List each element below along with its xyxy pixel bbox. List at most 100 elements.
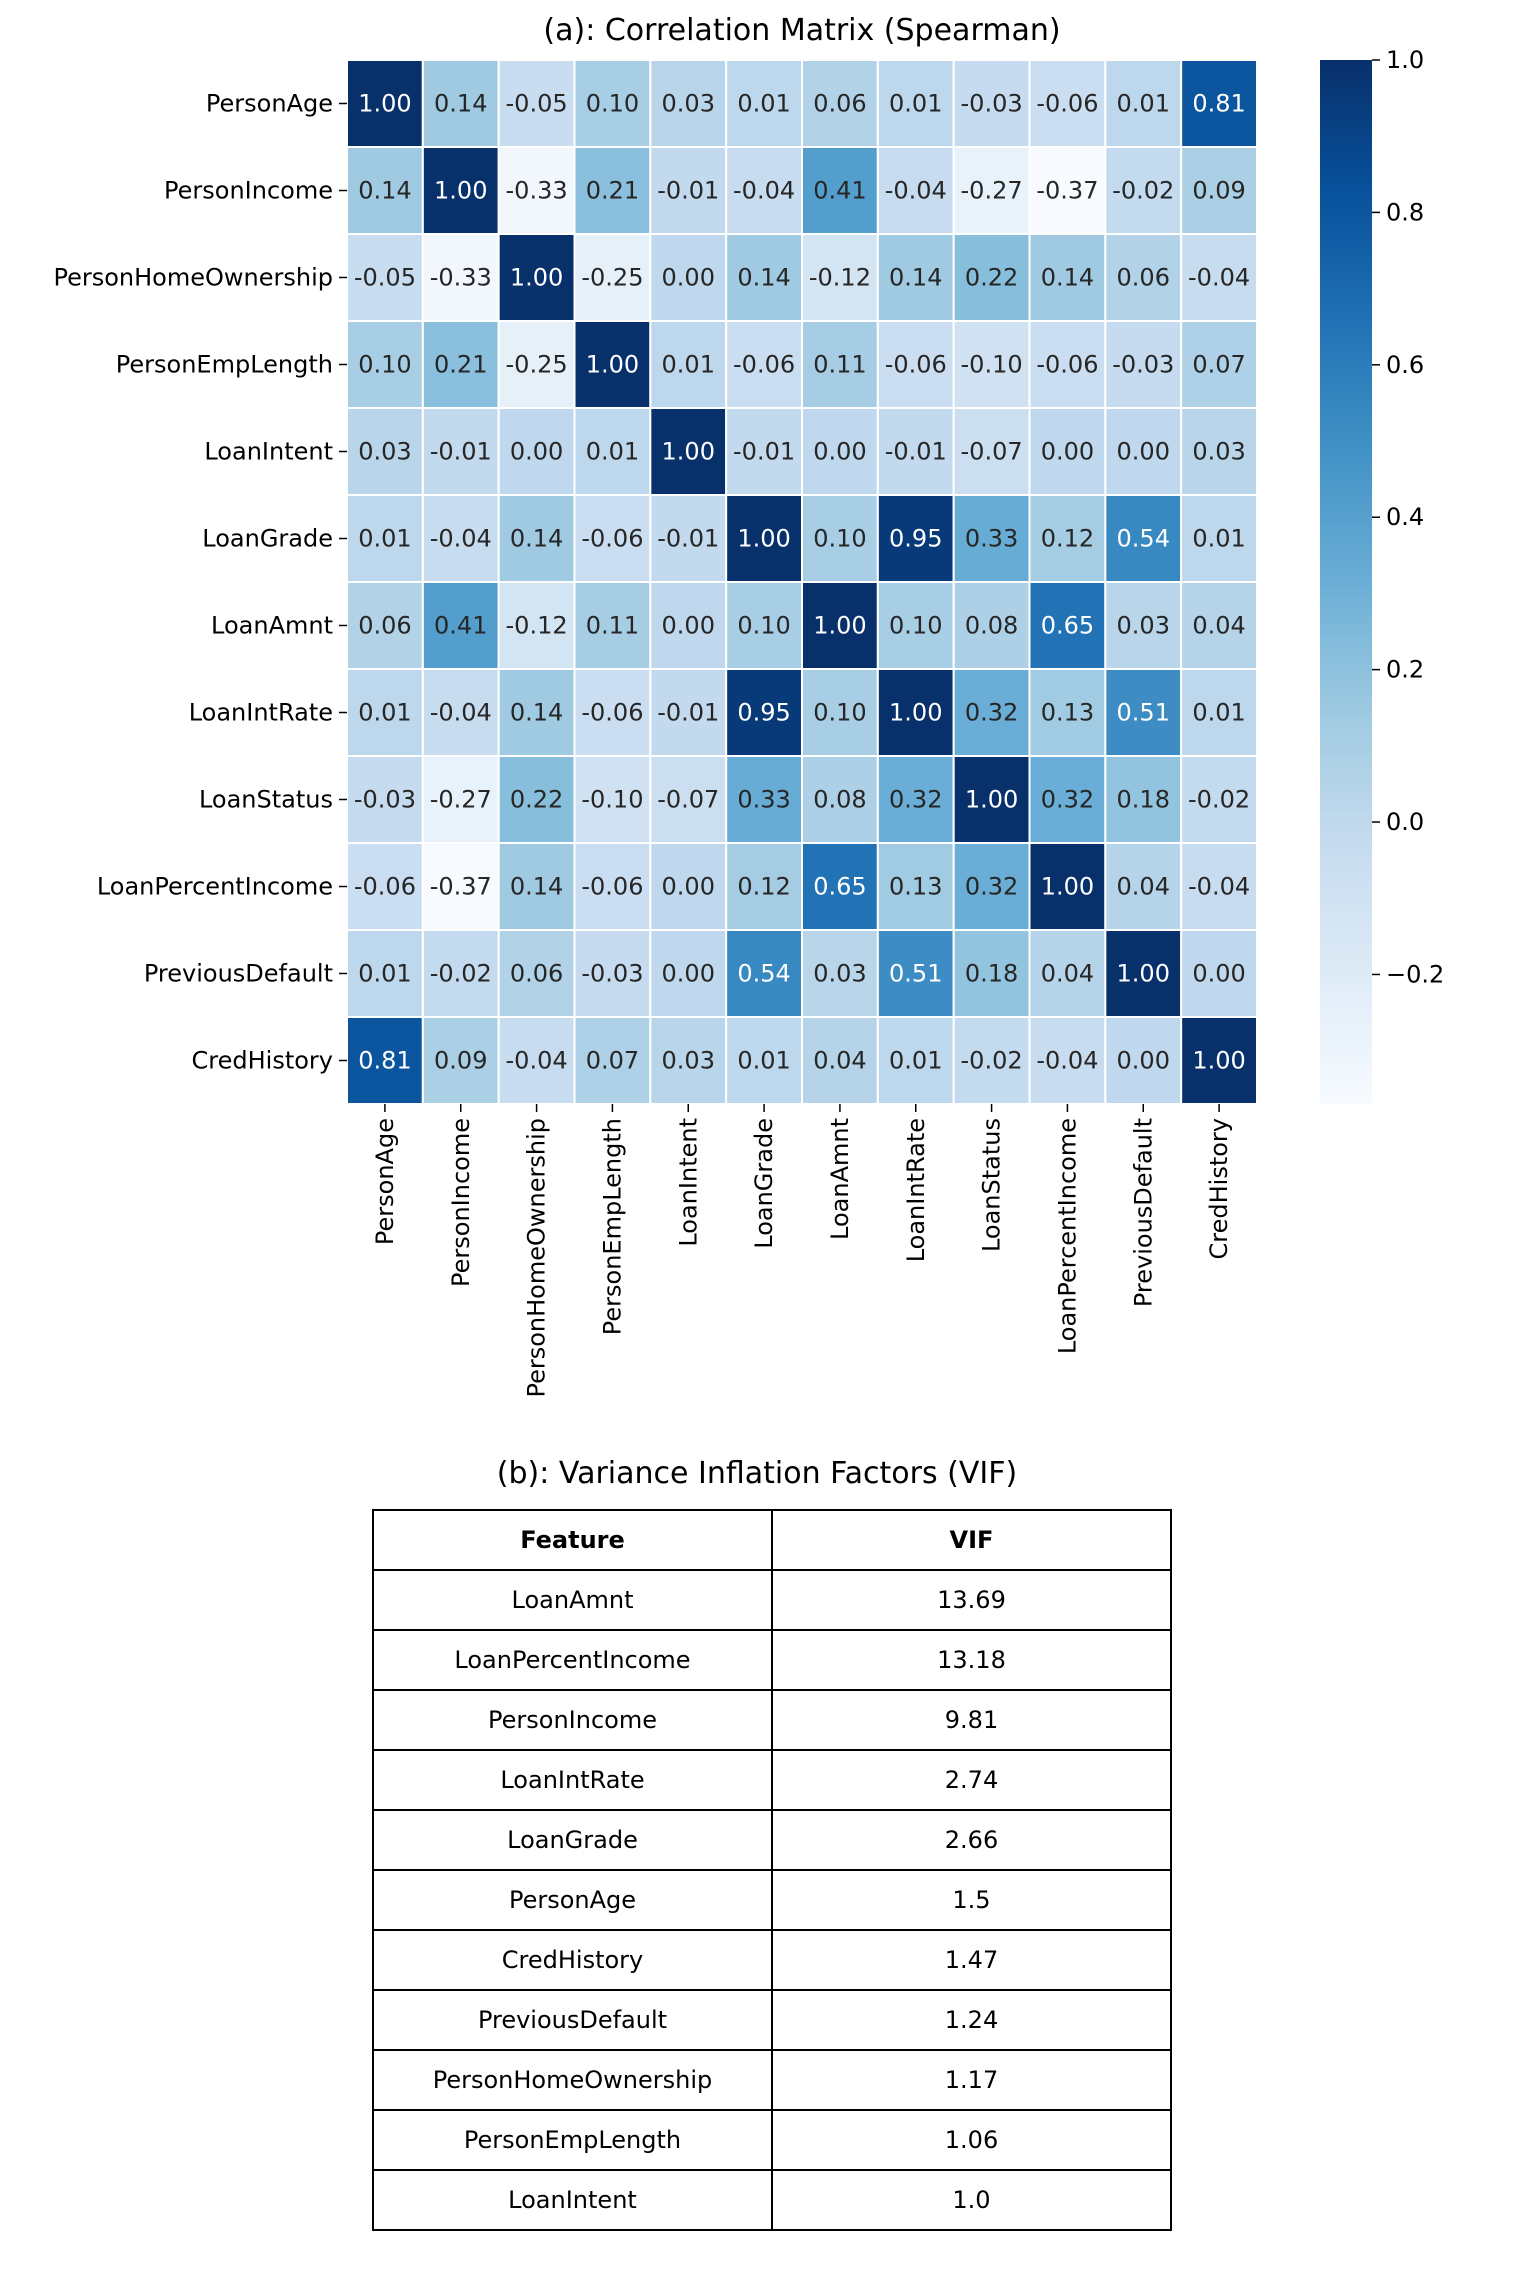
vif-table-header-row: Feature VIF (372, 1509, 1172, 1571)
heatmap-cell-label: 0.07 (1192, 351, 1245, 379)
heatmap-cell (1180, 1016, 1258, 1105)
heatmap-cell-label: 1.00 (813, 612, 866, 640)
heatmap-cell-label: 0.00 (1192, 960, 1245, 988)
table-row: LoanIntent 1.0 (372, 2169, 1172, 2231)
x-tick-label: LoanStatus (978, 1118, 1006, 1252)
heatmap-cell-label: 0.01 (737, 1047, 790, 1075)
heatmap-cell (725, 494, 804, 583)
heatmap-cell-label: 0.01 (889, 1047, 942, 1075)
heatmap-cell (1180, 146, 1258, 235)
heatmap-cell-label: 0.65 (813, 873, 866, 901)
heatmap-cell-label: -0.12 (506, 612, 568, 640)
heatmap-cell-label: -0.27 (961, 177, 1023, 205)
heatmap-cell-label: -0.04 (1188, 264, 1250, 292)
heatmap-cell-label: 0.14 (889, 264, 942, 292)
heatmap-cell (497, 581, 576, 670)
heatmap-cell-label: -0.01 (885, 438, 947, 466)
x-tick-label: LoanPercentIncome (1053, 1118, 1081, 1354)
heatmap-cell (725, 755, 804, 844)
heatmap-cell-label: 0.41 (813, 177, 866, 205)
heatmap-cell-label: 1.00 (1041, 873, 1094, 901)
heatmap-cell-label: 0.04 (813, 1047, 866, 1075)
heatmap-cell-label: -0.04 (430, 525, 492, 553)
heatmap-cell-label: 1.00 (965, 786, 1018, 814)
heatmap-cell-label: -0.27 (430, 786, 492, 814)
colorbar-tick-label: 0.2 (1386, 656, 1424, 684)
heatmap-cell (1028, 320, 1107, 409)
heatmap-cell-label: 0.41 (434, 612, 487, 640)
heatmap-cell-label: 0.32 (965, 699, 1018, 727)
heatmap-cell (497, 929, 576, 1018)
colorbar-tick-label: 0.0 (1386, 808, 1424, 836)
heatmap-cell-label: 0.10 (358, 351, 411, 379)
heatmap-cell-label: -0.25 (506, 351, 568, 379)
heatmap-cell-label: 0.08 (965, 612, 1018, 640)
heatmap-cell (1180, 755, 1258, 844)
heatmap-cell (1180, 320, 1258, 409)
heatmap-cell (346, 494, 424, 583)
heatmap-cell (573, 755, 652, 844)
heatmap-cell-label: 0.01 (1192, 525, 1245, 553)
heatmap-cell-label: -0.33 (506, 177, 568, 205)
heatmap-cell-label: -0.12 (809, 264, 871, 292)
table-row: PersonEmpLength 1.06 (372, 2109, 1172, 2171)
heatmap-cell (497, 668, 576, 757)
heatmap-cell-label: 0.06 (1117, 264, 1170, 292)
y-tick-label: PersonAge (206, 90, 333, 118)
heatmap-cell-label: 0.12 (1041, 525, 1094, 553)
y-tick-label: PersonEmpLength (116, 351, 333, 379)
heatmap-cell (649, 407, 728, 496)
x-tick-label: LoanIntRate (902, 1118, 930, 1262)
heatmap-cell-label: 0.54 (1117, 525, 1170, 553)
heatmap-cell-label: 0.10 (813, 699, 866, 727)
heatmap-cell-label: -0.03 (354, 786, 416, 814)
heatmap-cell (725, 1016, 804, 1105)
vif-value-cell: 2.74 (771, 1749, 1172, 1811)
heatmap-cell-label: 0.06 (813, 90, 866, 118)
heatmap-cell-label: 0.01 (889, 90, 942, 118)
heatmap-cell-label: -0.06 (581, 525, 643, 553)
heatmap-cell (1104, 842, 1183, 931)
heatmap-cell (1104, 668, 1183, 757)
heatmap-cell (876, 146, 955, 235)
heatmap-cell-label: -0.01 (657, 525, 719, 553)
heatmap-cell (725, 59, 804, 148)
heatmap-cell-label: 0.00 (510, 438, 563, 466)
y-tick-label: PersonIncome (164, 177, 333, 205)
vif-feature-cell: CredHistory (372, 1929, 773, 1991)
vif-value-cell: 1.47 (771, 1929, 1172, 1991)
heatmap-cell-label: 0.32 (1041, 786, 1094, 814)
heatmap-cell-label: 0.21 (434, 351, 487, 379)
heatmap-cell (346, 407, 424, 496)
heatmap-cell (421, 59, 500, 148)
heatmap-cell (1028, 581, 1107, 670)
heatmap-cell (725, 407, 804, 496)
heatmap-cell-label: 1.00 (889, 699, 942, 727)
heatmap-cell (952, 146, 1031, 235)
heatmap-cell (649, 668, 728, 757)
heatmap-cell-label: -0.04 (506, 1047, 568, 1075)
heatmap-cell-label: 0.95 (889, 525, 942, 553)
heatmap-cell-label: 0.03 (1192, 438, 1245, 466)
heatmap-cell-label: 0.81 (358, 1047, 411, 1075)
heatmap-cell (876, 842, 955, 931)
heatmap-cell-label: 0.54 (737, 960, 790, 988)
heatmap-cell-label: -0.04 (1188, 873, 1250, 901)
vif-value-cell: 1.06 (771, 2109, 1172, 2171)
heatmap-cell-label: -0.02 (1112, 177, 1174, 205)
vif-feature-cell: LoanGrade (372, 1809, 773, 1871)
heatmap-cell (573, 146, 652, 235)
heatmap-cell (497, 755, 576, 844)
heatmap-cell-label: 0.03 (662, 1047, 715, 1075)
heatmap-cell-label: -0.06 (354, 873, 416, 901)
heatmap-cell (801, 581, 879, 670)
heatmap-cell (649, 233, 728, 322)
heatmap-cell (346, 668, 424, 757)
vif-value-cell: 1.17 (771, 2049, 1172, 2111)
heatmap-cell (1104, 581, 1183, 670)
heatmap-cell (421, 581, 500, 670)
heatmap-cell-label: 1.00 (737, 525, 790, 553)
heatmap-cell-label: -0.04 (1036, 1047, 1098, 1075)
heatmap-cell (1104, 1016, 1183, 1105)
heatmap-cell-label: 0.00 (1041, 438, 1094, 466)
